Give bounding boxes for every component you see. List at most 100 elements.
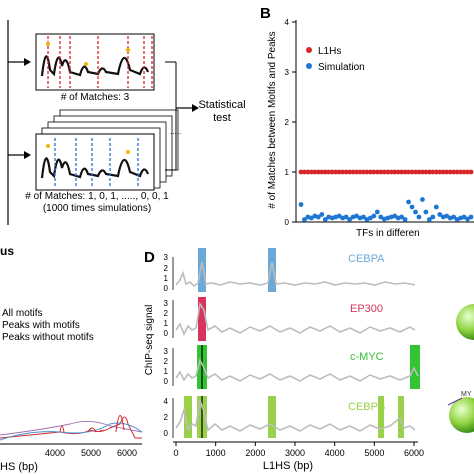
- l1hs-point: [399, 169, 405, 175]
- cebpa-ytick-3: 3: [164, 253, 169, 262]
- l1hs-point: [416, 169, 422, 175]
- simulation-point: [361, 214, 366, 220]
- panel-d-xlabel: L1HS (bp): [263, 460, 313, 472]
- legend-peaks-without-motifs: Peaks without motifs: [2, 332, 94, 343]
- simulation-point: [367, 215, 373, 221]
- curve-all-motifs: [0, 421, 143, 436]
- sim-signal-line: [40, 157, 150, 179]
- b-ytick-label: 2: [285, 118, 290, 127]
- cmyc-highlight-2: [410, 345, 420, 389]
- legend-peaks-with-motifs: Peaks with motifs: [2, 320, 80, 331]
- cebpa-signal: [175, 261, 416, 288]
- simulation-point: [451, 214, 457, 220]
- cebpb-ytick-4: 4: [164, 397, 169, 406]
- cebpa-ytick-2: 2: [164, 264, 169, 273]
- cebpa-label: CEBPA: [348, 253, 385, 265]
- simulation-point: [319, 212, 325, 217]
- c-xtick-6000: 6000: [117, 448, 137, 458]
- legend-simulation-marker: [306, 63, 312, 69]
- l1hs-series: [298, 169, 474, 175]
- panel-c-xlabel: HS (bp): [0, 461, 38, 473]
- l1hs-point: [413, 169, 418, 175]
- l1hs-point: [440, 169, 446, 175]
- matches-label: # of Matches: 3: [61, 92, 130, 103]
- panel-b-legend: L1Hs Simulation: [306, 46, 365, 73]
- cebpb-ytick-2: 2: [164, 413, 169, 422]
- d-xtick-label: 0: [173, 448, 178, 458]
- stat-test-line2: test: [213, 112, 231, 124]
- panel-c: us All motifs Peaks with motifs Peaks wi…: [0, 244, 143, 473]
- l1hs-point: [340, 169, 346, 175]
- l1hs-point: [437, 169, 443, 175]
- d-xtick-label: 2000: [245, 448, 265, 458]
- simulation-point: [402, 217, 408, 222]
- curve-peaks-without-motifs: [0, 422, 143, 441]
- l1hs-point: [367, 169, 373, 175]
- simulation-point: [343, 214, 349, 220]
- curve-peaks-with-motifs: [0, 416, 142, 439]
- l1hs-point: [315, 169, 321, 175]
- legend-l1hs-marker: [306, 47, 312, 53]
- panel-c-title: us: [0, 244, 14, 258]
- simulation-point: [399, 214, 405, 220]
- simulation-stack: .....: [35, 109, 181, 191]
- track-cebpb: 4 2 0 CEBPB: [164, 396, 416, 438]
- d-xtick-label: 6000: [404, 448, 424, 458]
- cebpb-highlight-5: [398, 396, 404, 438]
- simulation-point: [433, 204, 439, 210]
- cmyc-ytick-3: 3: [164, 347, 169, 356]
- l1hs-point: [374, 169, 380, 175]
- c-xtick-4000: 4000: [45, 448, 65, 458]
- cmyc-signal: [175, 357, 419, 382]
- simulation-point: [336, 213, 342, 219]
- ep300-highlight: [198, 297, 206, 341]
- c-xtick-5000: 5000: [81, 448, 101, 458]
- panel-b-letter: B: [260, 5, 271, 22]
- ep300-signal: [175, 301, 416, 336]
- l1hs-point: [364, 169, 370, 175]
- simulation-point: [430, 214, 436, 220]
- l1hs-point: [381, 169, 387, 175]
- b-ytick-label: 3: [285, 68, 290, 77]
- l1hs-point: [461, 169, 467, 175]
- ep300-label: EP300: [350, 303, 383, 315]
- cebpa-highlight-2: [268, 248, 276, 292]
- panel-b: B # of Matches between Motifs and Peaks …: [260, 5, 474, 239]
- simulation-point: [413, 209, 418, 215]
- l1hs-point: [354, 169, 359, 175]
- l1hs-point: [454, 169, 460, 175]
- protein-sphere-top: [456, 304, 474, 340]
- track-cmyc: 3 2 1 0 c-MYC: [164, 345, 420, 389]
- l1hs-point: [371, 169, 377, 175]
- simulation-point: [468, 214, 474, 220]
- simulation-series: [298, 197, 474, 222]
- simulation-point: [298, 202, 304, 207]
- panel-d-xticks: 0 1000 2000 3000 4000 5000 6000: [173, 442, 424, 458]
- arrow-head-top: [24, 58, 31, 66]
- cebpb-highlight-3: [268, 396, 276, 438]
- l1hs-point: [343, 169, 349, 175]
- l1hs-point: [350, 169, 356, 175]
- l1hs-point: [385, 169, 391, 175]
- l1hs-point: [420, 169, 425, 175]
- simulation-point: [406, 199, 411, 205]
- legend-all-motifs: All motifs: [2, 308, 43, 319]
- simulation-point: [465, 216, 470, 222]
- l1hs-point: [458, 169, 463, 175]
- l1hs-point: [465, 169, 470, 175]
- track-ep300: 3 2 1 0 EP300: [164, 297, 416, 341]
- simulation-point: [420, 197, 425, 202]
- d-xtick-label: 5000: [364, 448, 384, 458]
- l1hs-point: [444, 169, 450, 175]
- l1hs-point: [433, 169, 439, 175]
- legend-l1hs-label: L1Hs: [318, 46, 341, 57]
- l1hs-point: [395, 169, 401, 175]
- l1hs-point: [423, 169, 429, 175]
- l1hs-point: [430, 169, 436, 175]
- l1hs-point: [322, 169, 328, 175]
- observed-peaks-box: [35, 33, 155, 91]
- l1hs-point: [357, 169, 363, 175]
- b-ytick-label: 4: [285, 18, 290, 27]
- simulation-point: [315, 214, 321, 220]
